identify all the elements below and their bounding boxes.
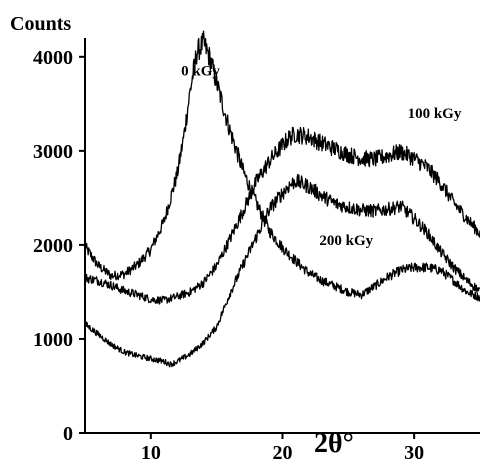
y-tick-label: 0 — [63, 423, 73, 445]
series-line — [84, 173, 480, 368]
series-layer — [84, 30, 480, 368]
y-tick-label: 1000 — [33, 329, 73, 351]
x-tick-label: 10 — [141, 442, 161, 463]
y-tick-label: 3000 — [33, 141, 73, 163]
y-axis-title: Counts — [10, 13, 71, 35]
series-line — [84, 126, 480, 305]
x-tick-label: 30 — [404, 442, 424, 463]
x-tick-label: 20 — [273, 442, 293, 463]
series-line — [84, 30, 480, 302]
y-tick-label: 2000 — [33, 235, 73, 257]
y-tick-label: 4000 — [33, 47, 73, 69]
series-label: 200 kGy — [319, 233, 373, 249]
series-label: 0 kGy — [181, 64, 220, 80]
y-axis-ticks: 0 1000 2000 3000 4000 — [33, 47, 85, 445]
series-label: 100 kGy — [408, 106, 462, 122]
series-labels: 0 kGy 100 kGy 200 kGy — [181, 64, 462, 249]
x-axis-title: 2θ° — [314, 428, 354, 459]
